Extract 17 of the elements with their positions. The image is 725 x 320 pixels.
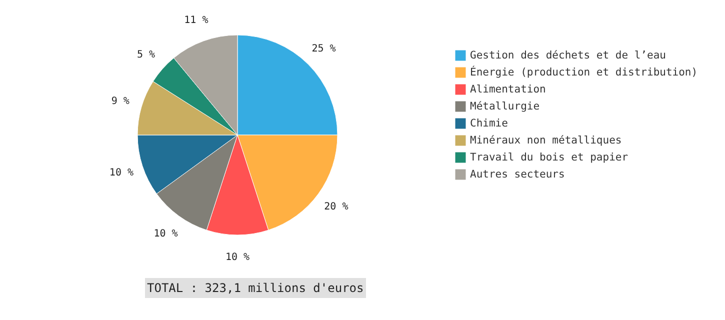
data-label: 20 % (324, 202, 348, 213)
data-label: 9 % (111, 96, 130, 107)
legend-label: Minéraux non métalliques (470, 134, 622, 146)
legend-label: Métallurgie (470, 100, 540, 112)
legend-label: Travail du bois et papier (470, 152, 628, 164)
data-label: 11 % (184, 15, 208, 26)
legend-label: Autres secteurs (470, 168, 565, 180)
legend-label: Chimie (470, 118, 508, 130)
data-label: 25 % (312, 44, 336, 55)
legend-label: Alimentation (470, 84, 546, 96)
data-label: 10 % (109, 168, 134, 179)
text: TOTAL : 323,1 millions d'euros (145, 278, 366, 298)
legend-label: Énergie (production et distribution) (470, 66, 698, 78)
data-label: 10 % (225, 252, 250, 263)
legend-label: Gestion des déchets et de l’eau (470, 50, 666, 62)
data-label: 5 % (136, 49, 156, 60)
data-label: 10 % (154, 228, 178, 240)
